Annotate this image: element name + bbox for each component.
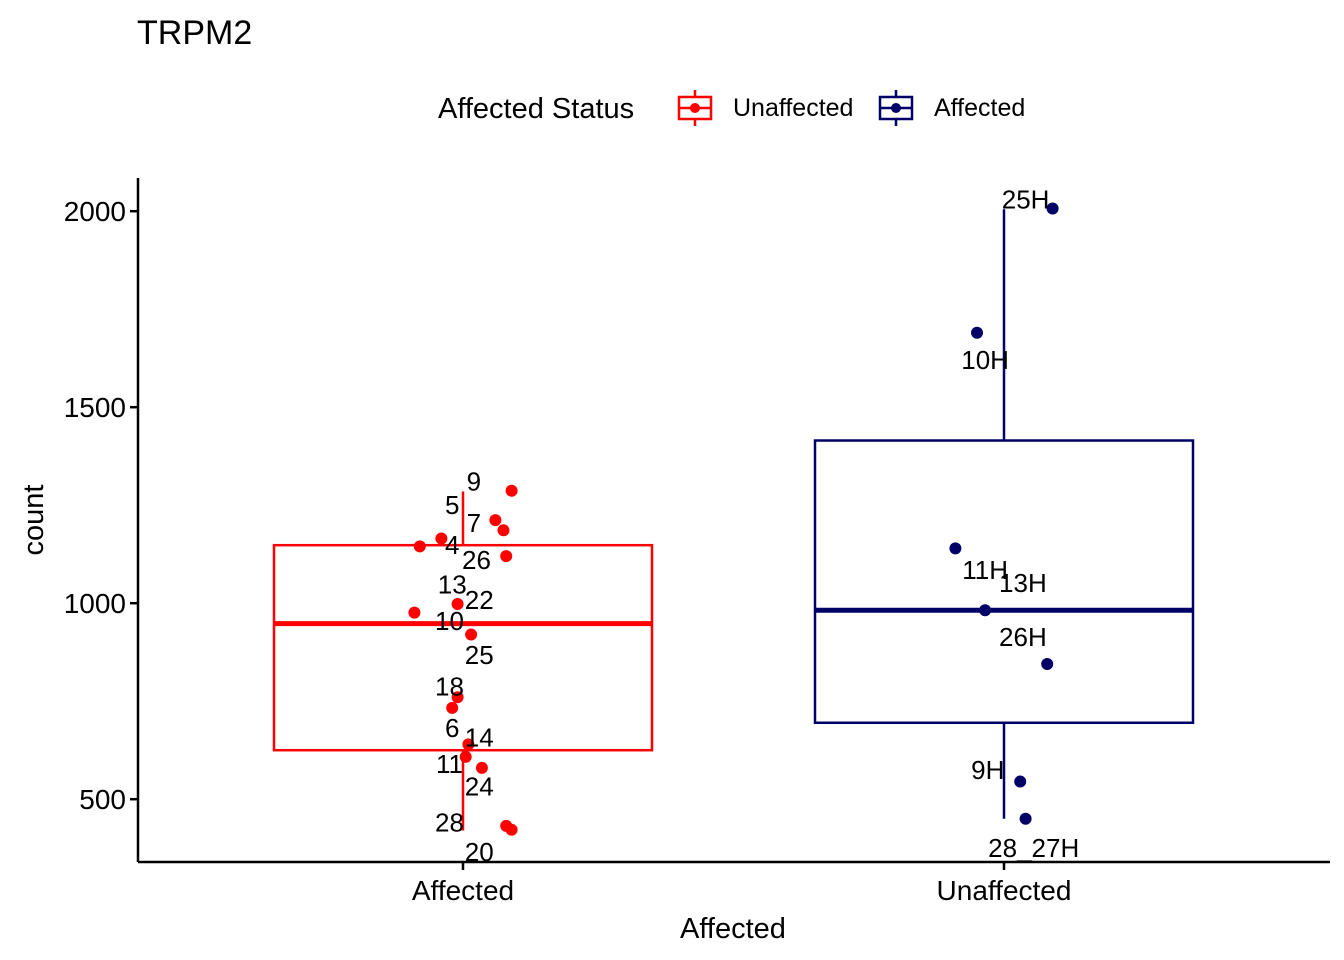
point-label: 28 [435, 807, 464, 837]
box-affected [813, 209, 1195, 819]
legend: Affected Status Unaffected Affected [438, 90, 1025, 126]
point-label: 4 [445, 530, 459, 560]
point-label: 13H [999, 568, 1047, 598]
point-label: 13 [438, 569, 467, 599]
legend-label: Affected [934, 94, 1025, 122]
data-point [446, 701, 459, 714]
point-label: 10H [961, 345, 1009, 375]
data-point [462, 738, 475, 751]
data-point [1041, 657, 1054, 670]
data-point [1019, 812, 1032, 825]
iqr-box [272, 543, 654, 752]
legend-title: Affected Status [438, 93, 634, 125]
box-unaffected [272, 491, 654, 831]
point-label: 20 [465, 837, 494, 867]
data-point [451, 691, 464, 704]
point-label: 10 [435, 606, 464, 636]
data-point [497, 524, 510, 537]
legend-item-unaffected: Unaffected [677, 90, 853, 126]
chart-title: TRPM2 [137, 14, 252, 52]
point-label: 25H [1002, 184, 1050, 214]
data-point [505, 484, 518, 497]
data-point [475, 761, 488, 774]
y-tick-label: 1500 [64, 392, 126, 423]
legend-key-point [891, 103, 901, 113]
data-point [500, 550, 513, 563]
data-point [413, 540, 426, 553]
point-label: 5 [445, 490, 459, 520]
point-label: 9 [467, 467, 481, 497]
point-label: 22 [465, 585, 494, 615]
point-label: 11 [436, 749, 463, 779]
legend-key-point [690, 103, 700, 113]
point-label: 25 [465, 640, 494, 670]
point-label: 28_27H [988, 833, 1079, 863]
point-label: 26 [462, 545, 491, 575]
plot-axes [130, 178, 1330, 870]
data-point [435, 532, 448, 545]
data-point [489, 514, 502, 527]
legend-item-affected: Affected [878, 90, 1025, 126]
data-point [1046, 202, 1059, 215]
point-label: 26H [999, 622, 1047, 652]
point-label: 7 [467, 508, 481, 538]
point-label: 9H [971, 755, 1004, 785]
y-tick-label: 500 [79, 784, 126, 815]
data-point [979, 604, 992, 617]
point-label: 6 [445, 713, 459, 743]
data-point [505, 823, 518, 836]
x-tick-label: Affected [412, 875, 514, 906]
y-axis-title: count [18, 485, 50, 556]
data-point [949, 542, 962, 555]
data-point [1014, 775, 1027, 788]
y-tick-label: 2000 [64, 196, 126, 227]
data-point [971, 326, 983, 339]
legend-label: Unaffected [733, 94, 853, 122]
point-label: 14 [465, 723, 494, 753]
point-label: 11H [962, 555, 1008, 585]
data-point [451, 597, 464, 610]
data-point [408, 606, 421, 619]
point-label: 18 [435, 672, 464, 702]
x-tick-label: Unaffected [937, 875, 1072, 906]
data-point [465, 628, 478, 641]
y-tick-label: 1000 [64, 588, 126, 619]
iqr-box [813, 439, 1195, 725]
point-label: 24 [465, 771, 494, 801]
data-point [459, 750, 472, 763]
x-axis-title: Affected [680, 913, 786, 945]
